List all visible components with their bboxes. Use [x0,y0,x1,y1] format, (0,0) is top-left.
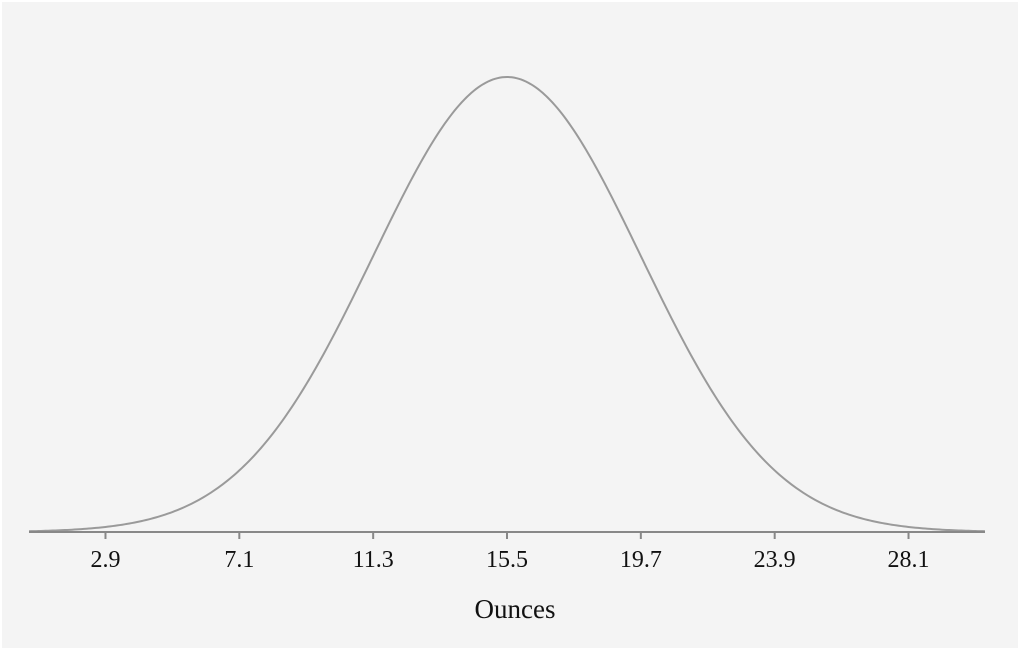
x-tick-label: 15.5 [486,547,528,573]
x-tick-label: 11.3 [353,547,394,573]
x-axis-title: Ounces [475,594,556,624]
x-tick-label: 2.9 [90,547,120,573]
x-tick-label: 19.7 [620,547,662,573]
distribution-curve [28,75,986,533]
x-axis-ticks: 2.9 7.1 11.3 15.5 19.7 23.9 28.1 [90,532,930,573]
x-tick-label: 7.1 [224,547,254,573]
x-tick-label: 28.1 [888,547,930,573]
x-tick-label: 23.9 [754,547,796,573]
